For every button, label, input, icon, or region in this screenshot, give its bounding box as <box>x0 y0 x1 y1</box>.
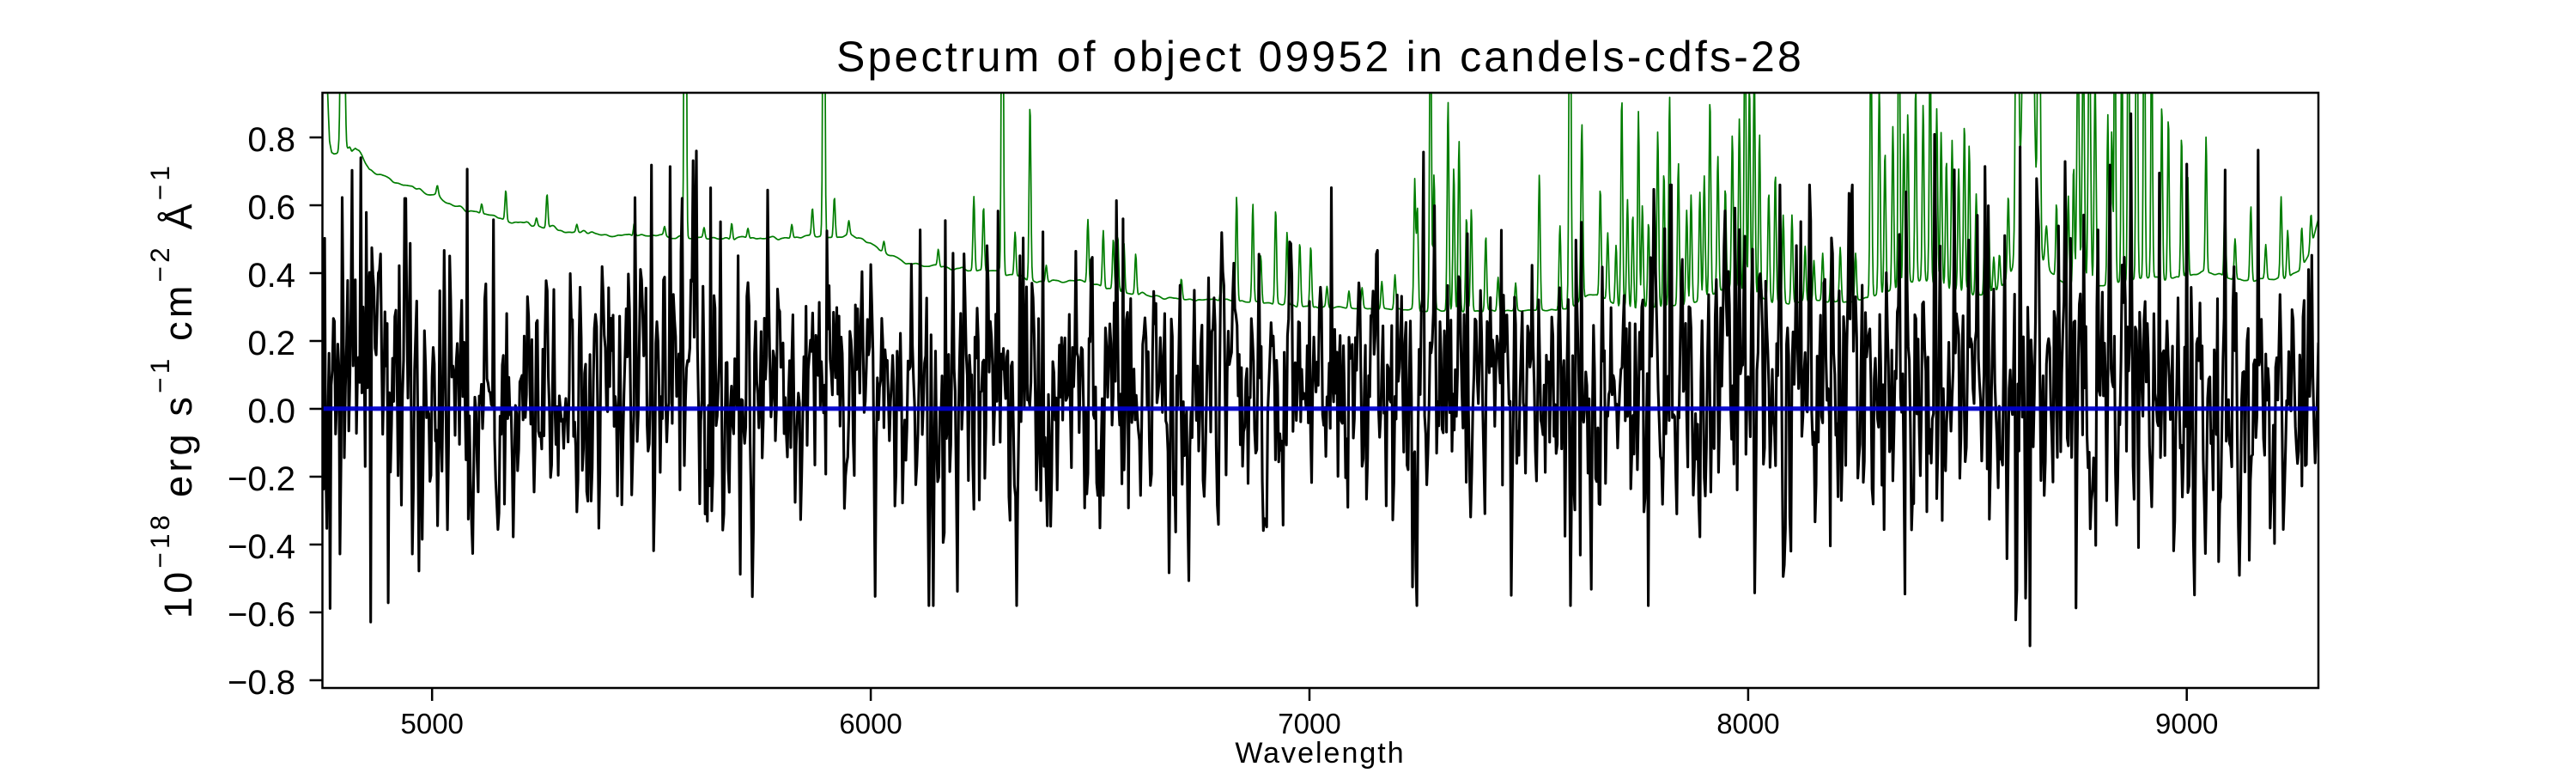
svg-text:Spectrum of object 09952 in ca: Spectrum of object 09952 in candels-cdfs… <box>836 33 1804 81</box>
svg-text:7000: 7000 <box>1278 708 1340 740</box>
svg-text:−0.8: −0.8 <box>228 664 295 702</box>
svg-text:0.4: 0.4 <box>247 257 295 295</box>
svg-text:0.2: 0.2 <box>247 325 295 362</box>
svg-text:6000: 6000 <box>839 708 902 740</box>
svg-text:Wavelength: Wavelength <box>1235 737 1405 770</box>
svg-text:5000: 5000 <box>400 708 463 740</box>
svg-text:9000: 9000 <box>2155 708 2218 740</box>
svg-text:−0.4: −0.4 <box>228 528 295 566</box>
svg-text:0.0: 0.0 <box>247 393 295 430</box>
svg-text:0.8: 0.8 <box>247 121 295 159</box>
svg-text:−0.6: −0.6 <box>228 596 295 634</box>
svg-text:8000: 8000 <box>1716 708 1779 740</box>
svg-text:−0.2: −0.2 <box>228 460 295 498</box>
svg-text:0.6: 0.6 <box>247 189 295 227</box>
